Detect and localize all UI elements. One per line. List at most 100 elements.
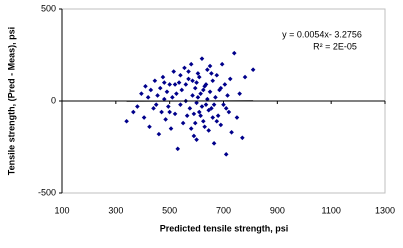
point [188, 61, 194, 67]
point [176, 80, 182, 85]
y-tick-label: 0 [51, 95, 56, 105]
point [195, 95, 201, 100]
x-tick-label: 100 [54, 205, 69, 215]
point [190, 93, 195, 98]
point [178, 102, 183, 107]
point [213, 95, 218, 100]
point [229, 129, 234, 135]
point [207, 63, 213, 69]
point [183, 82, 189, 87]
point [210, 115, 216, 120]
point [225, 93, 230, 98]
point [156, 131, 162, 137]
point [199, 56, 205, 61]
point [161, 80, 167, 85]
point [207, 89, 213, 95]
point [152, 78, 158, 84]
point [209, 71, 214, 76]
point [218, 122, 224, 128]
point [135, 104, 140, 109]
x-tick-label: 700 [216, 205, 231, 215]
point [222, 82, 228, 87]
point [155, 93, 160, 98]
x-tick-label: 300 [108, 205, 123, 215]
point [191, 133, 197, 139]
x-tick-label: 1100 [321, 205, 340, 215]
point [203, 82, 209, 87]
point [168, 126, 174, 131]
point [187, 106, 193, 111]
point [201, 87, 206, 93]
point [151, 106, 156, 111]
point [209, 106, 214, 111]
x-tick-label: 900 [270, 205, 285, 215]
point [184, 113, 190, 119]
point [205, 67, 210, 73]
point [190, 78, 195, 84]
point [214, 72, 220, 78]
point [234, 115, 240, 120]
point [205, 96, 210, 102]
point [202, 124, 207, 130]
point [141, 115, 147, 120]
point [250, 67, 256, 73]
point [157, 85, 163, 91]
point [226, 109, 232, 115]
point [179, 87, 185, 93]
point [214, 118, 220, 124]
point [201, 118, 206, 124]
point [143, 83, 148, 89]
point [153, 102, 159, 107]
point [218, 85, 224, 91]
point [161, 96, 167, 102]
point [175, 146, 181, 152]
point [242, 74, 248, 80]
point [198, 91, 203, 96]
point [227, 76, 233, 82]
point [186, 76, 191, 82]
x-tick-label: 500 [162, 205, 177, 215]
point [186, 69, 191, 74]
point [237, 91, 242, 96]
point [206, 107, 211, 113]
point [203, 102, 209, 107]
point [172, 111, 178, 117]
point [198, 113, 203, 119]
point [191, 111, 197, 117]
point [174, 91, 179, 96]
point [166, 104, 171, 109]
point [170, 95, 175, 100]
r-squared: R² = 2E-05 [313, 41, 357, 51]
point [223, 106, 229, 111]
point [139, 91, 144, 96]
point [194, 100, 199, 106]
point [163, 117, 168, 122]
point [172, 82, 178, 87]
point [217, 87, 222, 93]
point [182, 65, 187, 71]
point [148, 87, 154, 93]
point [131, 109, 136, 115]
point [206, 128, 211, 133]
point [210, 78, 216, 84]
point [194, 80, 199, 85]
point [211, 102, 217, 107]
point [192, 85, 198, 91]
point [240, 135, 245, 141]
point [199, 104, 205, 109]
point [196, 74, 202, 80]
point [145, 95, 151, 100]
point [124, 118, 129, 124]
point [180, 120, 186, 126]
point [192, 120, 198, 126]
y-axis-title: Tensile strength, (Pred - Meas), psi [6, 27, 16, 175]
point [221, 102, 226, 107]
x-axis-title: Predicted tensile strength, psi [160, 223, 289, 233]
point [159, 109, 164, 115]
point [196, 109, 202, 115]
point [223, 152, 229, 157]
point [211, 141, 217, 146]
point [167, 82, 172, 87]
point [147, 124, 152, 130]
point [231, 50, 237, 56]
